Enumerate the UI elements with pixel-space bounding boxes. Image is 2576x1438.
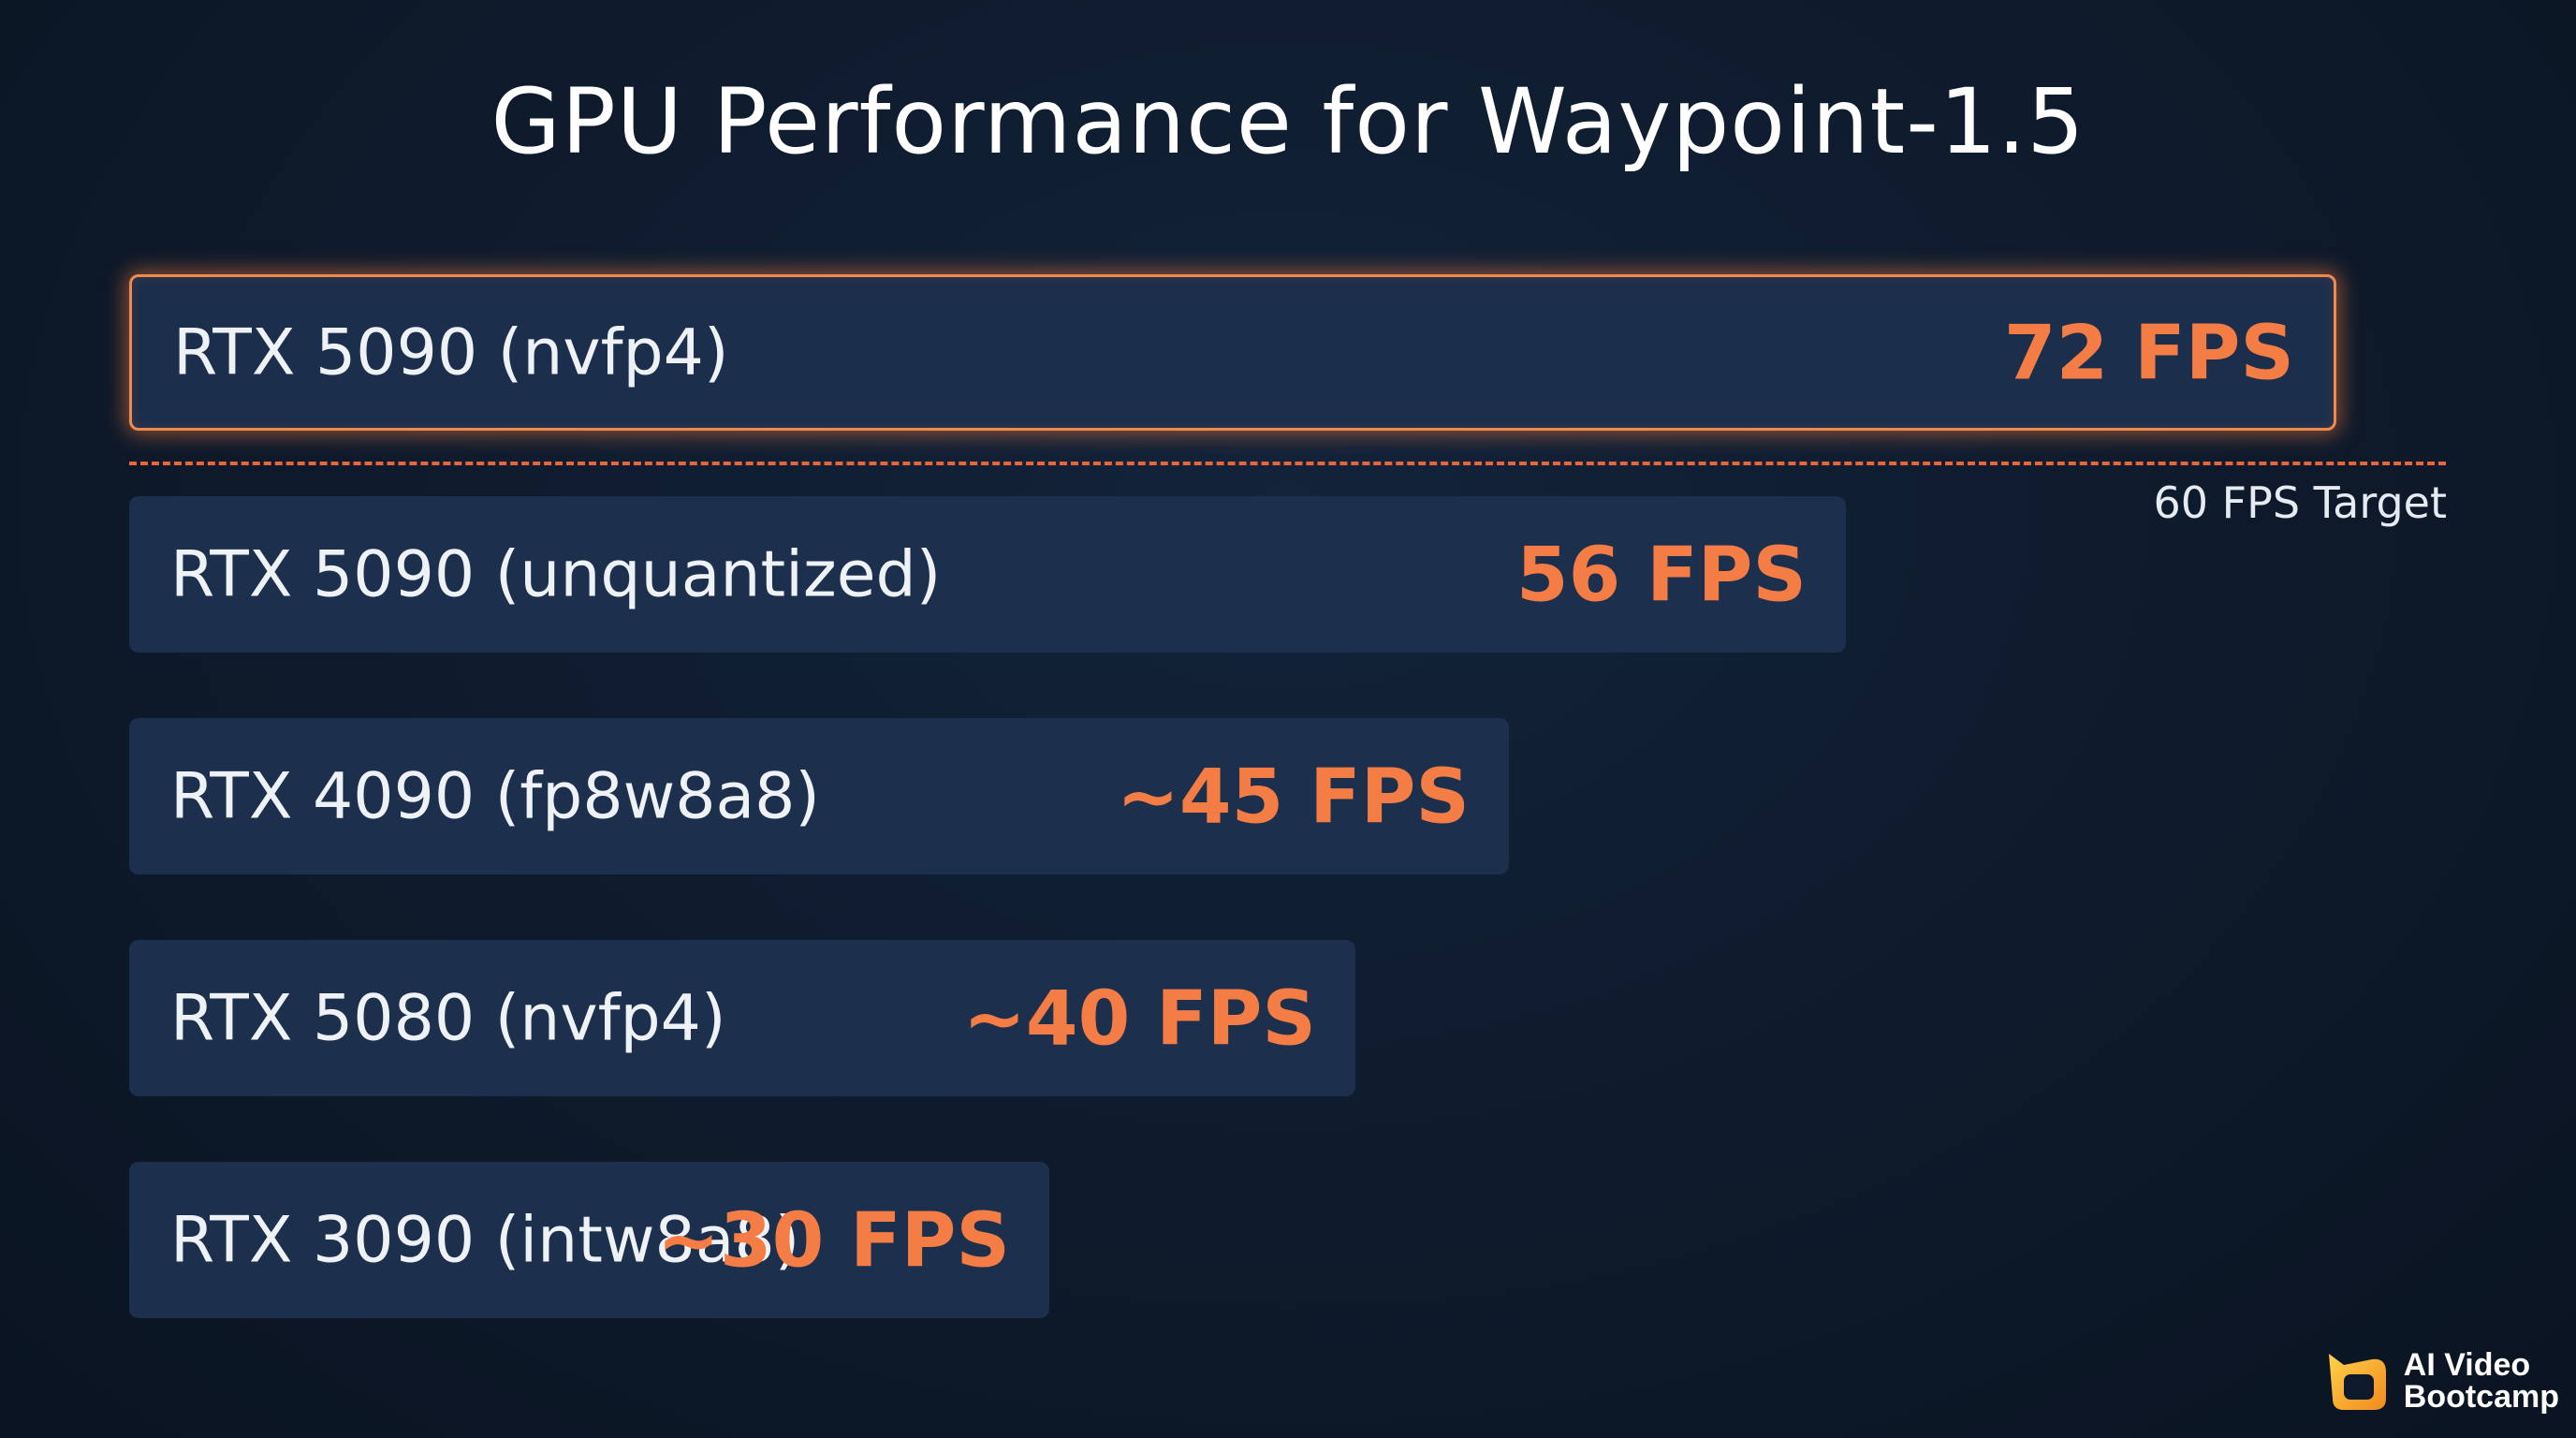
bar-value-label: ~40 FPS bbox=[962, 975, 1316, 1062]
target-reference-line bbox=[129, 462, 2446, 465]
chart-title: GPU Performance for Waypoint-1.5 bbox=[490, 69, 2086, 174]
bar-value-label: ~30 FPS bbox=[656, 1196, 1010, 1284]
brand-logo: AI Video Bootcamp bbox=[2323, 1346, 2559, 1416]
bar-value-label: 56 FPS bbox=[1515, 531, 1807, 618]
bar-category-label: RTX 4090 (fp8w8a8) bbox=[170, 759, 820, 833]
play-frame-icon bbox=[2328, 1354, 2386, 1410]
bar: RTX 5080 (nvfp4) ~40 FPS bbox=[129, 940, 1355, 1096]
bar: RTX 4090 (fp8w8a8) ~45 FPS bbox=[129, 718, 1509, 874]
bar-category-label: RTX 3090 (intw8a8) bbox=[170, 1203, 800, 1277]
bar-category-label: RTX 5090 (unquantized) bbox=[170, 537, 942, 611]
bar-category-label: RTX 5080 (nvfp4) bbox=[170, 981, 726, 1055]
bar: RTX 5090 (nvfp4) 72 FPS bbox=[129, 274, 2336, 431]
bar: RTX 3090 (intw8a8) ~30 FPS bbox=[129, 1162, 1049, 1318]
bar-category-label: RTX 5090 (nvfp4) bbox=[173, 315, 729, 389]
bar-value-label: 72 FPS bbox=[2003, 309, 2294, 396]
logo-text-line1: AI Video bbox=[2403, 1347, 2531, 1383]
target-reference-label: 60 FPS Target bbox=[2153, 477, 2448, 528]
bar: RTX 5090 (unquantized) 56 FPS bbox=[129, 496, 1846, 653]
logo-text-line2: Bootcamp bbox=[2403, 1379, 2559, 1415]
bar-value-label: ~45 FPS bbox=[1116, 753, 1470, 840]
